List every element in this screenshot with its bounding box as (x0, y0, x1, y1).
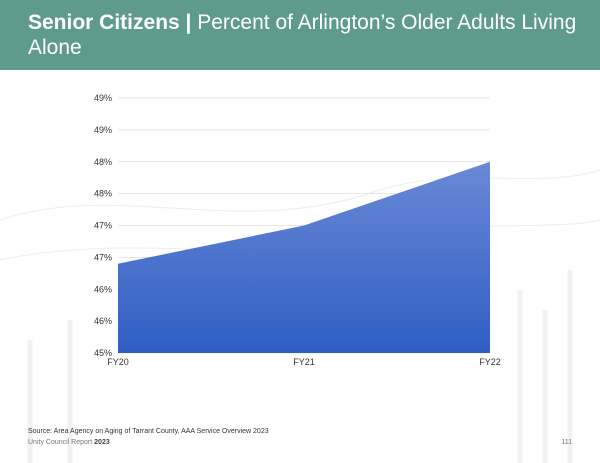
report-name: Unity Council Report 2023 (28, 439, 110, 446)
page-title: Senior Citizens | Percent of Arlington’s… (28, 10, 588, 60)
y-tick-label: 48% (94, 189, 112, 199)
title-bold: Senior Citizens | (28, 11, 192, 34)
y-tick-label: 46% (94, 284, 112, 294)
y-axis-ticks: 45% 46% 46% 47% 47% 48% 48% 49% 49% (94, 93, 112, 358)
y-tick-label: 49% (94, 125, 112, 135)
x-tick-label: FY22 (479, 357, 501, 367)
background-stock-decoration (0, 169, 600, 463)
x-tick-label: FY21 (293, 357, 315, 367)
y-tick-label: 48% (94, 157, 112, 167)
title-rest: Percent of Arlington’s Older Adults Livi… (28, 11, 577, 59)
header-bar: Senior Citizens | Percent of Arlington’s… (0, 0, 600, 70)
y-tick-label: 46% (94, 316, 112, 326)
page-number: 111 (561, 439, 572, 446)
y-tick-label: 47% (94, 221, 112, 231)
x-tick-label: FY20 (107, 357, 129, 367)
report-year: 2023 (94, 439, 110, 446)
y-tick-label: 45% (94, 348, 112, 358)
report-label: Unity Council Report (28, 439, 93, 446)
x-axis-ticks: FY20 FY21 FY22 (107, 357, 501, 367)
y-tick-label: 49% (94, 93, 112, 103)
y-tick-label: 47% (94, 252, 112, 262)
area-series (118, 161, 490, 353)
area-layer (118, 161, 490, 353)
source-note: Source: Area Agency on Aging of Tarrant … (28, 428, 269, 435)
